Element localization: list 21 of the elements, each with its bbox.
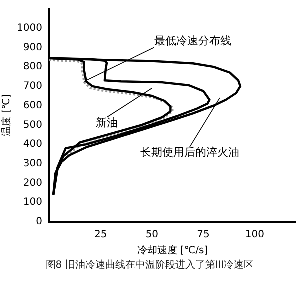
x-tick-label: 50	[146, 230, 159, 241]
y-axis-title: 温度 [℃]	[0, 94, 13, 137]
annotation: 长期使用后的淬火油	[140, 146, 240, 159]
x-axis-title: 冷却速度 [℃/s]	[137, 244, 208, 257]
y-tick-label: 400	[23, 139, 42, 150]
y-tick-label: 1000	[16, 22, 42, 34]
y-tick-label: 300	[23, 158, 42, 170]
x-tick-label: 100	[245, 230, 264, 241]
y-tick-label: 800	[23, 62, 42, 73]
y-tick-label: 500	[23, 120, 42, 131]
y-tick-label: 100	[23, 197, 42, 208]
annotation: 新油	[96, 116, 118, 130]
y-tick-label: 200	[23, 178, 42, 189]
x-tick-label: 25	[94, 230, 108, 241]
annotation: 最低冷速分布线	[154, 34, 232, 48]
y-tick-label: 700	[23, 81, 42, 92]
x-tick-label: 75	[197, 230, 210, 241]
y-tick-label: 600	[23, 100, 42, 112]
y-tick-label: 900	[23, 42, 42, 54]
caption: 图8 旧油冷速曲线在中温阶段进入了第III冷速区	[44, 258, 256, 272]
y-tick-label: 0	[36, 216, 42, 228]
